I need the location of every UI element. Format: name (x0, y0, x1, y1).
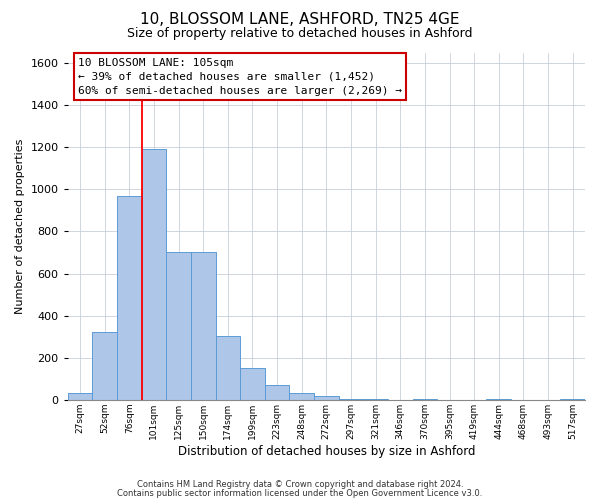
Bar (92, 332, 117, 400)
Text: Contains HM Land Registry data © Crown copyright and database right 2024.: Contains HM Land Registry data © Crown c… (137, 480, 463, 489)
Text: 10 BLOSSOM LANE: 105sqm
← 39% of detached houses are smaller (1,452)
60% of semi: 10 BLOSSOM LANE: 105sqm ← 39% of detache… (78, 58, 402, 96)
Text: Size of property relative to detached houses in Ashford: Size of property relative to detached ho… (127, 28, 473, 40)
Bar (117, 196, 142, 400)
Bar (191, 252, 215, 400)
Bar (338, 398, 364, 400)
Bar (166, 252, 191, 400)
Bar (68, 394, 92, 400)
Bar (265, 385, 289, 400)
X-axis label: Distribution of detached houses by size in Ashford: Distribution of detached houses by size … (178, 444, 475, 458)
Y-axis label: Number of detached properties: Number of detached properties (15, 138, 25, 314)
Bar (240, 368, 265, 400)
Bar (314, 396, 338, 400)
Bar (487, 398, 511, 400)
Bar (560, 398, 585, 400)
Bar (289, 394, 314, 400)
Bar (364, 398, 388, 400)
Bar (413, 398, 437, 400)
Text: Contains public sector information licensed under the Open Government Licence v3: Contains public sector information licen… (118, 488, 482, 498)
Text: 10, BLOSSOM LANE, ASHFORD, TN25 4GE: 10, BLOSSOM LANE, ASHFORD, TN25 4GE (140, 12, 460, 28)
Bar (142, 150, 166, 400)
Bar (215, 336, 240, 400)
